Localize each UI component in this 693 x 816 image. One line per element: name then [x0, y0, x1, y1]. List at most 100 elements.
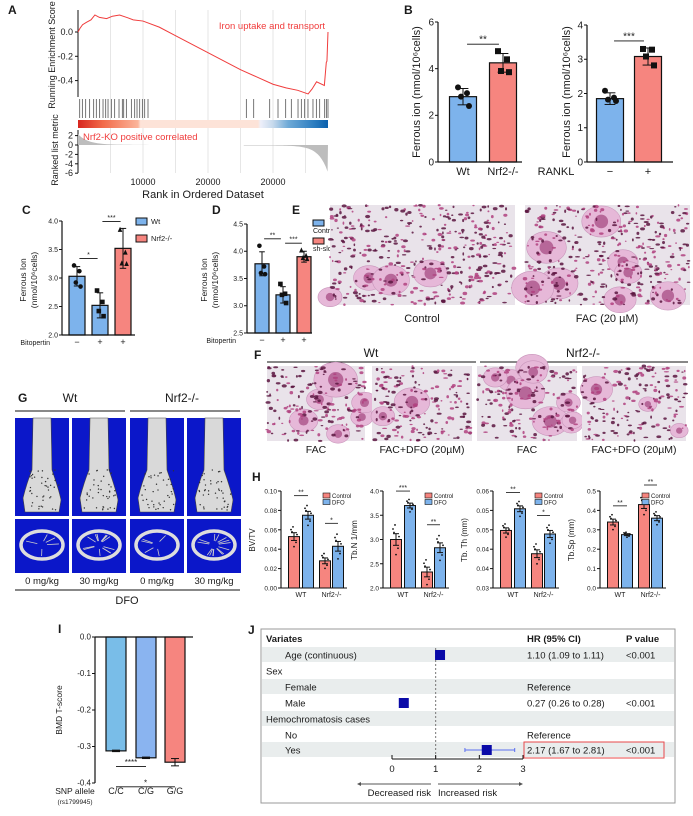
significance-label: * [87, 252, 90, 259]
ranked-metric-positive [78, 134, 156, 145]
data-point [495, 48, 501, 55]
arrow-head [357, 782, 361, 786]
panel-label-c: C [22, 203, 31, 217]
y-axis-label-2: (nmol/10⁶cells) [29, 252, 39, 309]
data-point [429, 568, 431, 571]
data-point [502, 524, 504, 527]
y-tick-label: 4.0 [48, 218, 58, 225]
data-point [96, 308, 102, 314]
decreased-risk-label: Decreased risk [368, 788, 432, 799]
y-axis-label: Tb. Th (mm) [460, 518, 469, 562]
legend-swatch [135, 234, 148, 243]
data-point [409, 510, 411, 513]
data-point [518, 500, 520, 503]
data-point [282, 291, 288, 297]
data-point [464, 90, 470, 97]
y-tick-label: 3.5 [370, 513, 379, 520]
data-point [505, 536, 507, 539]
y-tick-label: 0.06 [264, 527, 277, 534]
data-point [262, 271, 268, 277]
data-point [258, 270, 264, 276]
data-point [643, 513, 645, 516]
data-point [309, 520, 311, 522]
legend-label: sh-slc40a1 [313, 246, 347, 253]
image-label: FAC+DFO (20µM) [379, 444, 464, 456]
bar-− [595, 98, 625, 163]
rank-color-bar [78, 120, 328, 128]
legend-label: Control [544, 494, 563, 500]
micrograph-f-3 [476, 353, 584, 442]
data-point [533, 545, 535, 548]
y-tick-label: 3.5 [233, 276, 243, 283]
bar-C/G [135, 636, 157, 759]
y-tick-label: 0.0 [80, 633, 92, 642]
legend-swatch [322, 499, 331, 505]
category-label: WT [615, 592, 627, 599]
data-point [327, 558, 329, 561]
data-point [406, 500, 408, 503]
data-point [424, 565, 426, 568]
data-point [408, 498, 410, 501]
panel-label-i: I [58, 622, 61, 636]
panel-label-a: A [8, 3, 17, 17]
bar-dfo [544, 533, 556, 589]
data-point [436, 538, 438, 540]
y-tick-label: 3.0 [48, 275, 58, 282]
dose-label: 0 mg/kg [25, 576, 59, 587]
y-tick-label: 0.5 [587, 489, 596, 496]
data-point [654, 514, 656, 517]
data-point [614, 525, 616, 528]
significance-label: * [330, 517, 333, 524]
category-label: Wt [456, 166, 469, 178]
category-label: Nrf2-/- [641, 592, 662, 599]
category-label: − [607, 166, 613, 178]
data-point [293, 545, 295, 548]
legend-swatch [312, 237, 325, 245]
x-axis-label: Rank in Ordered Dataset [142, 189, 264, 201]
data-point [304, 256, 310, 262]
data-point [645, 509, 647, 512]
data-point [119, 260, 125, 266]
micrograph-f-1 [265, 361, 378, 444]
row-hr: 1.10 (1.09 to 1.11) [527, 651, 604, 662]
x-group-label: Bitopertin [20, 340, 50, 347]
row-label: Yes [285, 746, 301, 757]
data-point [334, 536, 336, 539]
row-label: Age (continuous) [285, 651, 357, 662]
data-point [640, 45, 646, 52]
legend-label: Control [434, 494, 453, 500]
panel-label-g: G [18, 391, 27, 405]
correlation-annotation: Nrf2-KO positive correlated [83, 132, 198, 143]
significance-label: ** [270, 232, 276, 239]
y-axis-label: Ferrous ion (nmol/10⁶cells) [561, 26, 573, 158]
data-point [124, 260, 129, 267]
data-point [438, 534, 440, 537]
data-point [335, 539, 337, 542]
header-variates: Variates [266, 634, 302, 645]
legend-swatch [424, 492, 433, 499]
row-hr: Reference [527, 731, 571, 742]
group-header: Nrf2-/- [165, 391, 199, 405]
significance-label: *** [623, 31, 635, 42]
data-point [539, 550, 541, 553]
data-point [455, 84, 461, 91]
image-label: FAC (20 µM) [576, 313, 639, 325]
data-point [278, 281, 283, 287]
bar-Wt [448, 96, 478, 163]
data-point [295, 541, 297, 544]
data-point [522, 506, 524, 509]
x-tick-label: 3 [520, 764, 525, 775]
significance-label: *** [399, 485, 407, 492]
data-point [549, 542, 551, 545]
y-tick-label: 0.1 [587, 566, 596, 573]
data-point [306, 504, 308, 507]
data-point [649, 46, 655, 53]
bar-control [500, 529, 512, 589]
data-point [425, 558, 427, 561]
data-point [640, 496, 642, 499]
data-point [395, 553, 397, 556]
legend-label: Wt [151, 217, 161, 226]
data-point [441, 554, 443, 556]
ranked-metric-negative [243, 145, 328, 172]
y-axis-label: Ferrous Ion [18, 258, 28, 302]
